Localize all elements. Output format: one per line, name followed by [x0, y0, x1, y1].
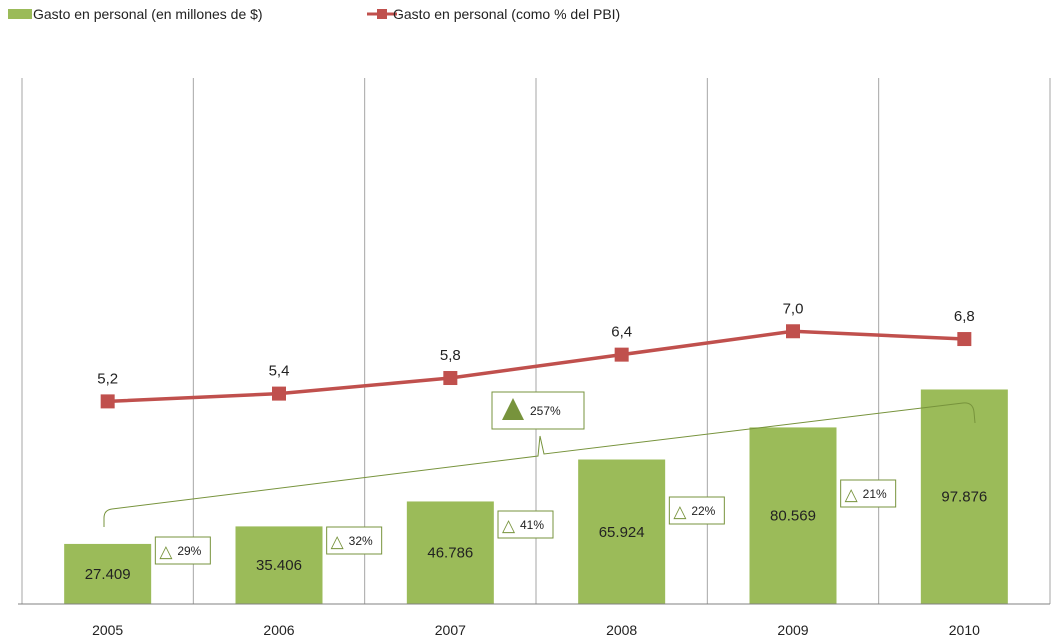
growth-box-frame [497, 510, 554, 539]
up-triangle-icon [502, 398, 524, 420]
x-tick-label: 2009 [777, 622, 808, 638]
growth-box-frame [840, 479, 897, 508]
x-tick-label: 2008 [606, 622, 637, 638]
bar-value-label: 46.786 [427, 545, 473, 562]
growth-box-frame [668, 496, 725, 525]
growth-delta-icon: △ [502, 516, 516, 535]
bar-value-label: 65.924 [599, 524, 645, 541]
growth-box-frame [154, 536, 211, 565]
total-growth-annotation: 257% [103, 391, 976, 527]
growth-percent: 41% [520, 518, 544, 532]
x-tick-label: 2006 [263, 622, 294, 638]
line-marker-2005 [100, 394, 115, 409]
line-series: 5,2 5,4 5,8 6,4 7,0 6,8 [97, 300, 975, 409]
bar-value-label: 80.569 [770, 508, 816, 525]
growth-percent: 29% [177, 544, 201, 558]
total-growth-brace [103, 402, 976, 527]
line-path [107, 329, 965, 404]
bar-2006 [235, 526, 323, 604]
bar-2008 [578, 459, 666, 604]
bar-value-labels: 27.409 35.406 46.786 65.924 80.569 97.876 [85, 489, 988, 583]
total-growth-percent: 257% [530, 404, 561, 418]
x-tick-label: 2007 [435, 622, 466, 638]
line-value-label: 7,0 [783, 300, 804, 317]
line-marker-2006 [272, 386, 286, 401]
growth-box: △ 41% [497, 510, 554, 539]
growth-box-frame [326, 526, 383, 555]
growth-percent: 32% [349, 534, 373, 548]
growth-box: △ 22% [668, 496, 725, 525]
bar-value-label: 35.406 [256, 557, 302, 574]
legend-label-line: Gasto en personal (como % del PBI) [393, 6, 620, 22]
legend: Gasto en personal (en millones de $) Gas… [8, 6, 620, 22]
line-value-label: 5,2 [97, 370, 118, 387]
line-marker-2007 [443, 371, 458, 386]
growth-delta-icon: △ [845, 485, 859, 504]
legend-swatch-line-marker [377, 9, 387, 19]
growth-delta-icon: △ [159, 542, 173, 561]
line-value-label: 5,8 [440, 347, 461, 364]
x-tick-label: 2010 [949, 622, 980, 638]
line-marker-2010 [957, 332, 972, 347]
growth-box: △ 29% [154, 536, 211, 565]
growth-box: △ 21% [840, 479, 897, 508]
growth-percent: 21% [863, 487, 887, 501]
bar-2009 [749, 427, 837, 604]
bar-2005 [64, 543, 152, 604]
line-marker-2009 [786, 324, 800, 339]
growth-annotations: △ 29% △ 32% △ 41% △ 22% △ 21% [154, 479, 897, 565]
x-tick-label: 2005 [92, 622, 123, 638]
growth-percent: 22% [691, 504, 715, 518]
line-value-label: 5,4 [269, 363, 290, 380]
x-axis: 2005 2006 2007 2008 2009 2010 [18, 603, 1050, 638]
bar-value-label: 27.409 [85, 566, 131, 583]
legend-label-bar: Gasto en personal (en millones de $) [33, 6, 263, 22]
legend-swatch-bar [8, 9, 32, 19]
growth-box: △ 32% [326, 526, 383, 555]
growth-delta-icon: △ [673, 502, 687, 521]
grid-lines [21, 78, 1051, 604]
bar-series [64, 389, 1008, 604]
line-value-label: 6,8 [954, 308, 975, 325]
bar-value-label: 97.876 [941, 489, 987, 506]
growth-delta-icon: △ [331, 532, 345, 551]
bar-2010 [920, 389, 1008, 604]
line-value-label: 6,4 [611, 324, 632, 341]
bar-2007 [406, 501, 494, 604]
line-marker-2008 [614, 347, 629, 362]
